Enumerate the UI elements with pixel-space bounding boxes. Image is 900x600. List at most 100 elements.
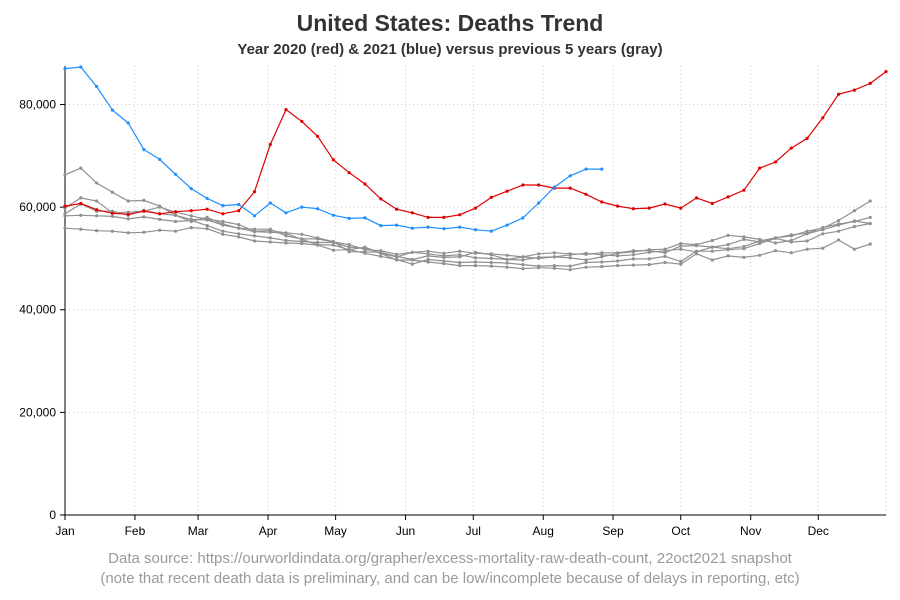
- series-previous-year-point: [410, 250, 414, 254]
- series-previous-year-point: [616, 259, 620, 263]
- series-previous-year-point: [300, 241, 304, 246]
- x-tick-label: Jul: [466, 524, 481, 538]
- series-2020-point: [426, 215, 430, 219]
- series-previous-year-point: [458, 255, 462, 259]
- series-previous-year: [63, 221, 872, 268]
- series-previous-year-point: [868, 221, 872, 226]
- series-previous-year-point: [395, 252, 399, 256]
- x-tick-label: Sep: [602, 524, 624, 538]
- series-previous-year-point: [679, 244, 683, 248]
- series-previous-year-point: [410, 262, 414, 266]
- series-previous-year-point: [95, 181, 99, 185]
- series-previous-year-point: [821, 232, 825, 236]
- series-2020-point: [395, 207, 399, 211]
- series-2021-point: [95, 84, 99, 89]
- y-tick-label: 40,000: [19, 303, 56, 317]
- series-previous-year-point: [663, 260, 667, 265]
- series-previous-year-point: [805, 247, 809, 251]
- series-lines: [63, 65, 888, 272]
- series-previous-year-point: [726, 243, 730, 247]
- series-previous-year-point: [710, 258, 714, 262]
- series-previous-year-point: [758, 241, 762, 246]
- series-2020-point: [758, 166, 762, 170]
- series-previous-year-point: [395, 257, 399, 262]
- series-previous-year-point: [489, 264, 493, 268]
- series-previous-year-line: [64, 203, 871, 258]
- x-tick-label: May: [324, 524, 347, 538]
- series-2020: [63, 70, 888, 219]
- series-previous-year-point: [631, 263, 636, 267]
- series-previous-year-point: [663, 251, 667, 255]
- series-previous-year-point: [537, 252, 541, 256]
- series-previous-year-point: [252, 227, 257, 231]
- series-2020-point: [505, 189, 509, 193]
- series-previous-year-point: [521, 258, 525, 262]
- series-previous-year-point: [379, 249, 383, 253]
- series-previous-year-point: [126, 231, 130, 235]
- series-previous-year-point: [837, 218, 841, 223]
- series-2020-point: [710, 201, 714, 206]
- series-previous-year-point: [363, 246, 367, 250]
- series-2020-point: [205, 207, 209, 211]
- series-previous-year-point: [710, 249, 714, 253]
- series-previous-year-point: [126, 217, 130, 221]
- series-2021-point: [442, 227, 446, 231]
- series-previous-year-point: [789, 233, 793, 237]
- series-previous-year-point: [316, 240, 320, 245]
- series-previous-year-point: [726, 254, 730, 258]
- series-previous-year-point: [237, 232, 241, 236]
- series-previous-year-point: [173, 229, 178, 233]
- series-2020-point: [221, 212, 225, 216]
- series-previous-year-point: [426, 260, 430, 264]
- series-previous-year-point: [284, 231, 288, 235]
- series-previous-year-point: [742, 247, 746, 251]
- series-2020-line: [64, 71, 887, 218]
- series-previous-year-point: [726, 233, 730, 237]
- series-previous-year-point: [837, 238, 841, 242]
- y-tick-label: 80,000: [19, 97, 56, 111]
- series-previous-year-point: [821, 246, 825, 250]
- series-2020-point: [284, 108, 288, 112]
- series-2020-point: [473, 206, 478, 210]
- series-2020-point: [631, 207, 636, 211]
- series-previous-year-point: [679, 247, 683, 251]
- series-previous-year-point: [95, 229, 99, 233]
- series-previous-year-point: [363, 251, 367, 255]
- series-previous-year-point: [426, 249, 430, 253]
- series-previous-year-point: [868, 199, 872, 203]
- series-previous-year-point: [505, 257, 509, 262]
- series-previous-year-point: [742, 235, 746, 239]
- series-2020-point: [584, 192, 588, 196]
- series-previous-year-point: [852, 209, 857, 213]
- series-2020-point: [347, 171, 351, 175]
- series-2021-point: [552, 185, 557, 189]
- series-previous-year-point: [505, 265, 509, 269]
- series-previous-year-point: [331, 240, 335, 245]
- series-previous-year-point: [742, 255, 746, 259]
- series-2021-point: [237, 202, 241, 207]
- series-previous-year-point: [805, 239, 809, 243]
- series-2020-point: [300, 119, 304, 123]
- series-previous-year-point: [679, 262, 683, 266]
- series-previous-year-point: [789, 240, 793, 244]
- series-previous-year-point: [268, 227, 272, 231]
- series-previous-year-point: [316, 243, 320, 247]
- series-2021-point: [521, 216, 525, 220]
- preliminary-data-note: (note that recent death data is prelimin…: [100, 570, 800, 587]
- x-tick-label: Feb: [125, 524, 146, 538]
- series-previous-year-point: [521, 255, 525, 259]
- series-previous-year-point: [189, 218, 193, 223]
- series-previous-year-point: [773, 241, 778, 245]
- series-2020-point: [173, 210, 178, 214]
- series-2021-point: [473, 228, 478, 232]
- series-2021-point: [426, 225, 430, 229]
- series-previous-year-point: [158, 217, 162, 221]
- series-previous-year-point: [489, 252, 493, 256]
- series-previous-year-point: [473, 251, 478, 255]
- series-2021-point: [505, 223, 509, 227]
- series-previous-year-point: [710, 238, 714, 243]
- series-2021-point: [284, 211, 288, 215]
- series-previous-year-point: [600, 260, 604, 264]
- series-previous-year-point: [552, 251, 557, 255]
- series-2021-point: [79, 65, 83, 69]
